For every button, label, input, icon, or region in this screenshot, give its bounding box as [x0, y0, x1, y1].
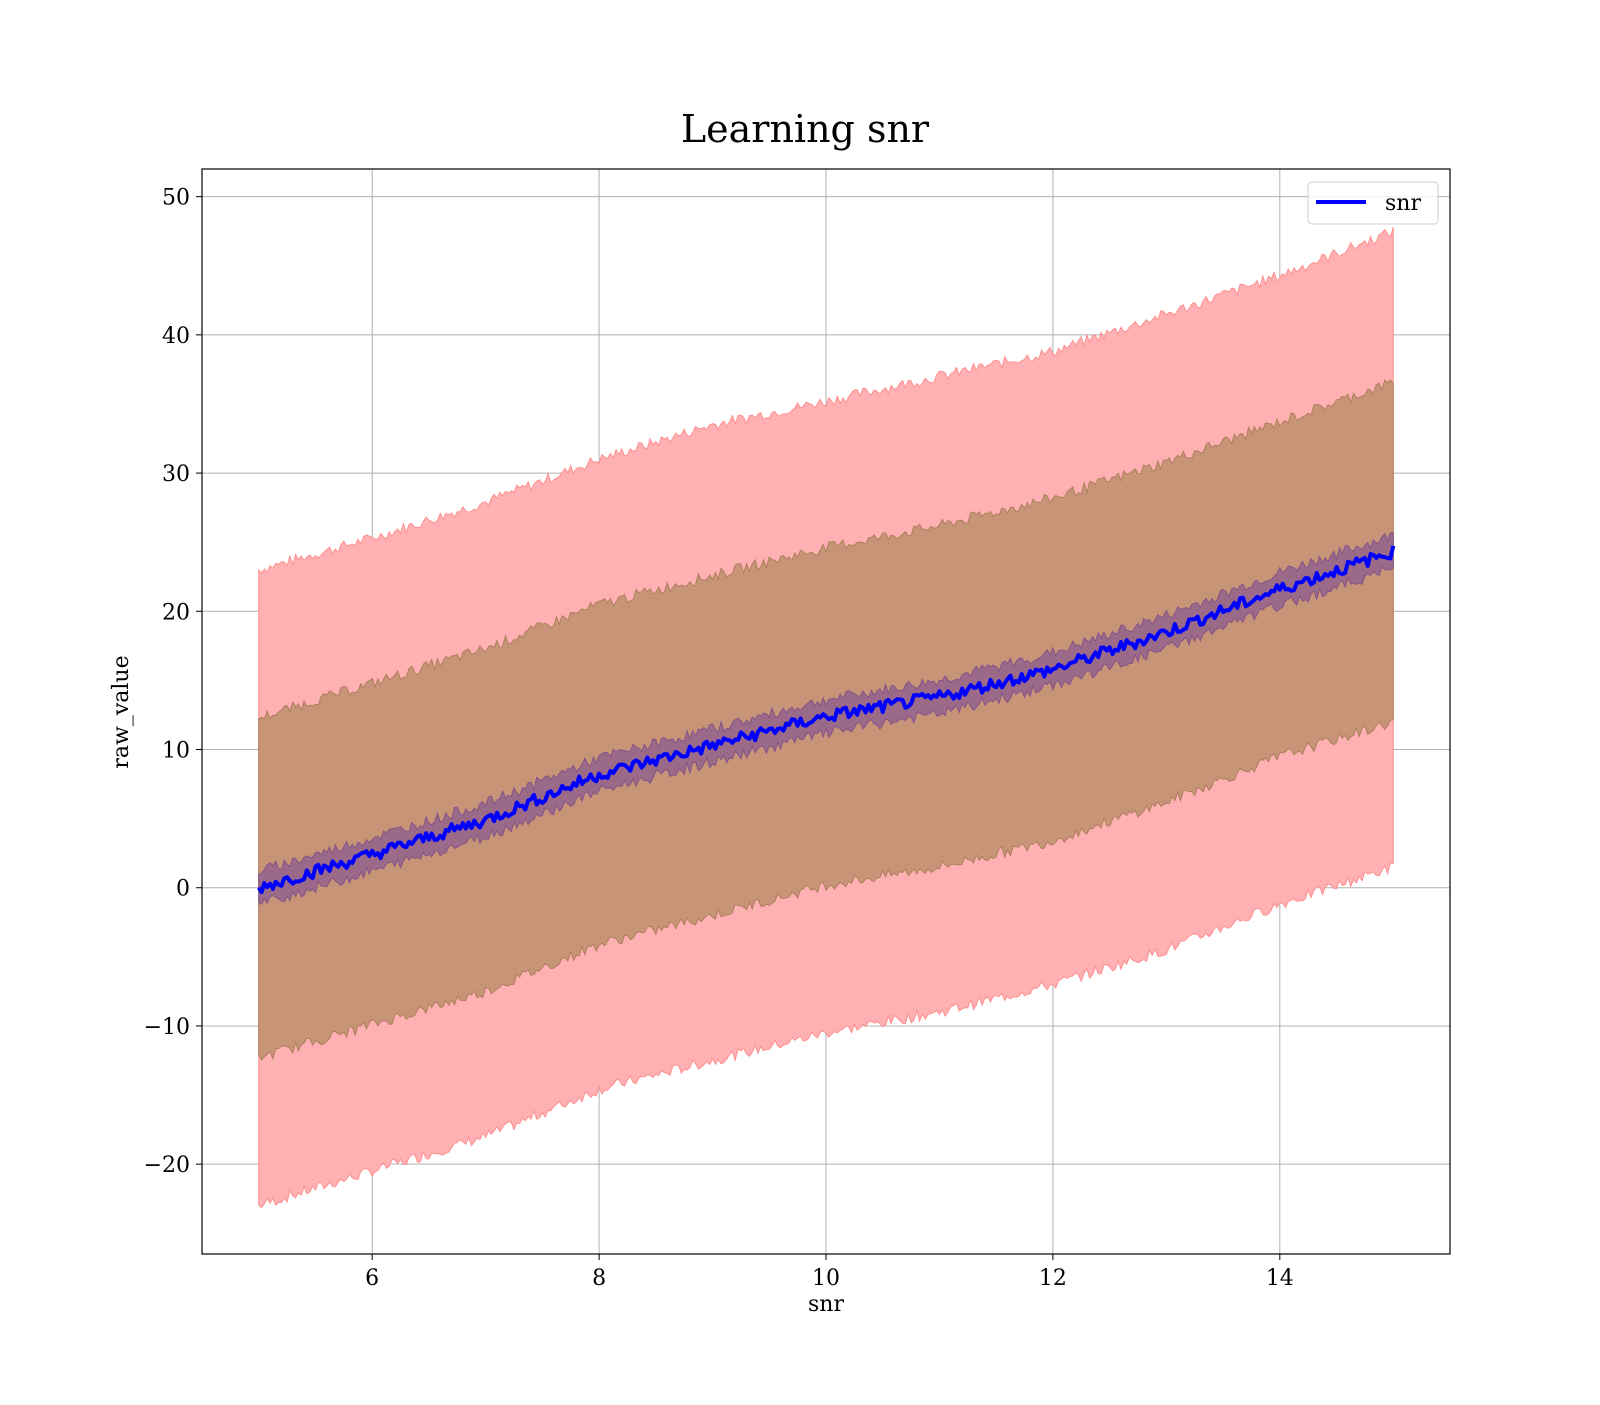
- x-tick-label: 10: [812, 1266, 840, 1291]
- line-layer: [257, 545, 1396, 895]
- legend-label-snr: snr: [1385, 191, 1421, 216]
- y-tick-label: 10: [162, 739, 190, 764]
- legend: snr: [1307, 181, 1439, 225]
- tick-layer: 6 8 10 12 14 −20 −10 0 10 20 30 40 50: [144, 186, 1294, 1291]
- y-tick-label: 40: [162, 324, 190, 349]
- x-tick-label: 6: [365, 1266, 379, 1291]
- x-axis-label: snr: [808, 1292, 844, 1317]
- y-axis-label: raw_value: [109, 655, 134, 768]
- y-tick-label: 20: [162, 600, 190, 625]
- y-tick-label: −10: [144, 1015, 190, 1040]
- y-tick-label: 0: [176, 877, 190, 902]
- x-tick-label: 14: [1266, 1266, 1294, 1291]
- chart-title: Learning snr: [681, 107, 930, 151]
- x-tick-label: 12: [1039, 1266, 1067, 1291]
- y-tick-label: −20: [144, 1153, 190, 1178]
- x-tick-label: 8: [592, 1266, 606, 1291]
- y-tick-label: 30: [162, 462, 190, 487]
- legend-box: [1307, 181, 1439, 225]
- y-tick-label: 50: [162, 186, 190, 211]
- series-line-snr: [257, 545, 1396, 895]
